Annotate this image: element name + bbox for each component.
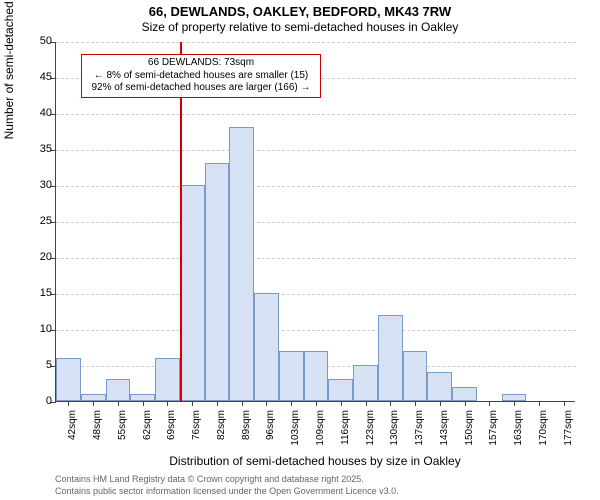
- annotation-text: 92% of semi-detached houses are larger (…: [88, 82, 314, 95]
- x-tick-label: 116sqm: [340, 410, 351, 452]
- annotation-title: 66 DEWLANDS: 73sqm: [88, 57, 314, 70]
- x-tick: [93, 401, 94, 406]
- histogram-bar: [427, 372, 452, 401]
- x-tick: [564, 401, 565, 406]
- histogram-bar: [353, 365, 378, 401]
- x-tick-label: 137sqm: [414, 410, 425, 452]
- histogram-bar: [229, 127, 254, 401]
- grid-line: [56, 42, 576, 43]
- x-tick: [440, 401, 441, 406]
- x-tick-label: 82sqm: [216, 410, 227, 452]
- x-tick: [366, 401, 367, 406]
- histogram-bar: [328, 379, 353, 401]
- x-tick: [539, 401, 540, 406]
- x-tick: [68, 401, 69, 406]
- y-tick-label: 15: [30, 287, 52, 299]
- histogram-bar: [378, 315, 403, 401]
- x-tick-label: 103sqm: [290, 410, 301, 452]
- x-tick-label: 109sqm: [315, 410, 326, 452]
- histogram-bar: [403, 351, 428, 401]
- annotation-text: ← 8% of semi-detached houses are smaller…: [88, 70, 314, 83]
- x-tick: [465, 401, 466, 406]
- chart-plot-area: 66 DEWLANDS: 73sqm← 8% of semi-detached …: [55, 42, 575, 402]
- histogram-bar: [106, 379, 131, 401]
- chart-title-main: 66, DEWLANDS, OAKLEY, BEDFORD, MK43 7RW: [0, 4, 600, 19]
- histogram-bar: [56, 358, 81, 401]
- y-tick-label: 45: [30, 71, 52, 83]
- grid-line: [56, 222, 576, 223]
- chart-title-sub: Size of property relative to semi-detach…: [0, 20, 600, 34]
- grid-line: [56, 330, 576, 331]
- x-tick-label: 69sqm: [166, 410, 177, 452]
- x-tick-label: 96sqm: [265, 410, 276, 452]
- histogram-bar: [180, 185, 205, 401]
- grid-line: [56, 114, 576, 115]
- x-tick: [242, 401, 243, 406]
- x-tick-label: 150sqm: [464, 410, 475, 452]
- x-tick-label: 55sqm: [117, 410, 128, 452]
- x-tick: [415, 401, 416, 406]
- x-tick-label: 157sqm: [488, 410, 499, 452]
- y-tick-label: 30: [30, 179, 52, 191]
- x-tick: [118, 401, 119, 406]
- x-tick: [489, 401, 490, 406]
- x-tick-label: 130sqm: [389, 410, 400, 452]
- y-tick-label: 40: [30, 107, 52, 119]
- attribution-line2: Contains public sector information licen…: [55, 486, 399, 496]
- y-tick-label: 25: [30, 215, 52, 227]
- histogram-bar: [279, 351, 304, 401]
- x-tick-label: 123sqm: [365, 410, 376, 452]
- x-tick: [266, 401, 267, 406]
- x-tick-label: 163sqm: [513, 410, 524, 452]
- histogram-bar: [254, 293, 279, 401]
- x-tick: [192, 401, 193, 406]
- y-tick-label: 0: [30, 395, 52, 407]
- histogram-bar: [155, 358, 180, 401]
- x-tick-label: 177sqm: [563, 410, 574, 452]
- grid-line: [56, 258, 576, 259]
- x-tick: [316, 401, 317, 406]
- x-tick-label: 76sqm: [191, 410, 202, 452]
- grid-line: [56, 186, 576, 187]
- histogram-bar: [81, 394, 106, 401]
- histogram-bar: [130, 394, 155, 401]
- grid-line: [56, 294, 576, 295]
- x-tick: [514, 401, 515, 406]
- attribution-line1: Contains HM Land Registry data © Crown c…: [55, 474, 364, 484]
- y-tick-label: 10: [30, 323, 52, 335]
- x-tick-label: 62sqm: [142, 410, 153, 452]
- x-tick-label: 170sqm: [538, 410, 549, 452]
- y-tick-label: 50: [30, 35, 52, 47]
- histogram-bar: [452, 387, 477, 401]
- y-tick-label: 20: [30, 251, 52, 263]
- y-axis-label: Number of semi-detached properties: [2, 0, 16, 222]
- x-tick-label: 42sqm: [67, 410, 78, 452]
- x-tick-label: 48sqm: [92, 410, 103, 452]
- x-axis-label: Distribution of semi-detached houses by …: [55, 454, 575, 468]
- y-tick-label: 5: [30, 359, 52, 371]
- x-tick: [341, 401, 342, 406]
- x-tick: [217, 401, 218, 406]
- x-tick: [167, 401, 168, 406]
- x-tick: [291, 401, 292, 406]
- annotation-box: 66 DEWLANDS: 73sqm← 8% of semi-detached …: [81, 54, 321, 98]
- x-tick-label: 89sqm: [241, 410, 252, 452]
- histogram-bar: [502, 394, 527, 401]
- histogram-bar: [304, 351, 329, 401]
- x-tick: [143, 401, 144, 406]
- histogram-bar: [205, 163, 230, 401]
- x-tick: [390, 401, 391, 406]
- y-tick-label: 35: [30, 143, 52, 155]
- x-tick-label: 143sqm: [439, 410, 450, 452]
- grid-line: [56, 150, 576, 151]
